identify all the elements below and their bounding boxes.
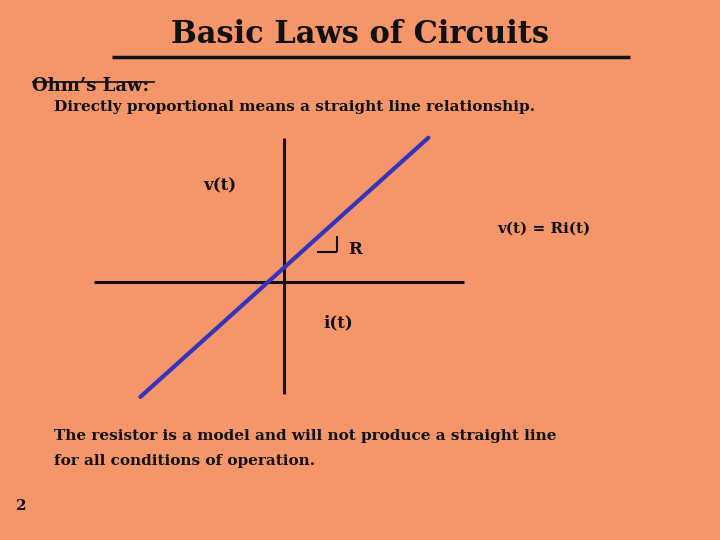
Text: Directly proportional means a straight line relationship.: Directly proportional means a straight l… bbox=[54, 100, 535, 114]
Text: The resistor is a model and will not produce a straight line: The resistor is a model and will not pro… bbox=[54, 429, 557, 443]
Text: for all conditions of operation.: for all conditions of operation. bbox=[54, 454, 315, 468]
Text: Basic Laws of Circuits: Basic Laws of Circuits bbox=[171, 19, 549, 50]
Text: v(t): v(t) bbox=[203, 178, 236, 195]
Text: i(t): i(t) bbox=[323, 314, 354, 331]
Text: R: R bbox=[348, 241, 361, 258]
Text: Ohm’s Law:: Ohm’s Law: bbox=[32, 77, 150, 94]
Text: v(t) = Ri(t): v(t) = Ri(t) bbox=[497, 222, 590, 236]
Text: 2: 2 bbox=[16, 500, 27, 514]
